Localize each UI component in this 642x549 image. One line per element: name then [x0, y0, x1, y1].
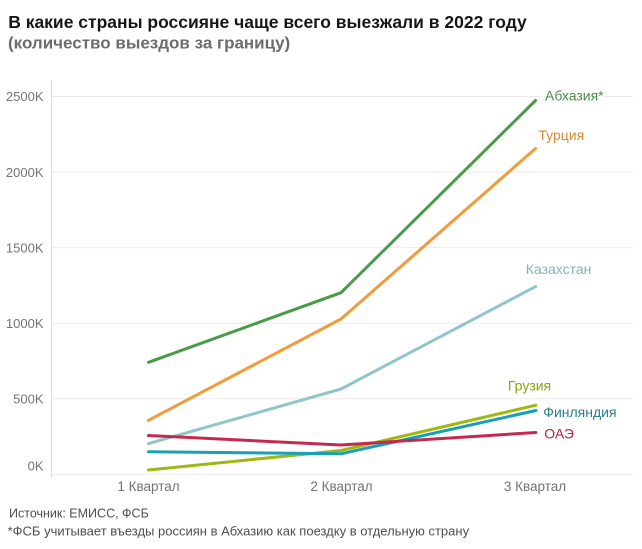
- svg-text:1500K: 1500K: [6, 240, 44, 255]
- svg-text:2500K: 2500K: [6, 89, 44, 104]
- svg-text:Грузия: Грузия: [508, 377, 551, 393]
- svg-text:1000K: 1000K: [6, 316, 44, 331]
- svg-text:Финляндия: Финляндия: [543, 404, 616, 420]
- svg-text:*ФСБ учитывает въезды россиян: *ФСБ учитывает въезды россиян в Абхазию …: [8, 524, 470, 539]
- svg-text:ОАЭ: ОАЭ: [544, 425, 574, 441]
- svg-text:(количество выездов за границу: (количество выездов за границу): [8, 34, 290, 53]
- svg-text:Источник: ЕМИСС, ФСБ: Источник: ЕМИСС, ФСБ: [9, 507, 149, 521]
- svg-text:Турция: Турция: [538, 127, 584, 143]
- svg-text:1 Квартал: 1 Квартал: [117, 479, 179, 494]
- svg-text:Абхазия*: Абхазия*: [545, 88, 604, 104]
- svg-text:0K: 0K: [28, 459, 44, 474]
- svg-text:Казахстан: Казахстан: [526, 261, 592, 277]
- svg-text:2 Квартал: 2 Квартал: [310, 479, 372, 494]
- svg-text:3 Квартал: 3 Квартал: [504, 479, 566, 494]
- svg-text:2000K: 2000K: [6, 165, 44, 180]
- svg-text:500K: 500K: [13, 392, 44, 407]
- svg-text:В какие страны россияне чаще в: В какие страны россияне чаще всего выезж…: [8, 12, 527, 32]
